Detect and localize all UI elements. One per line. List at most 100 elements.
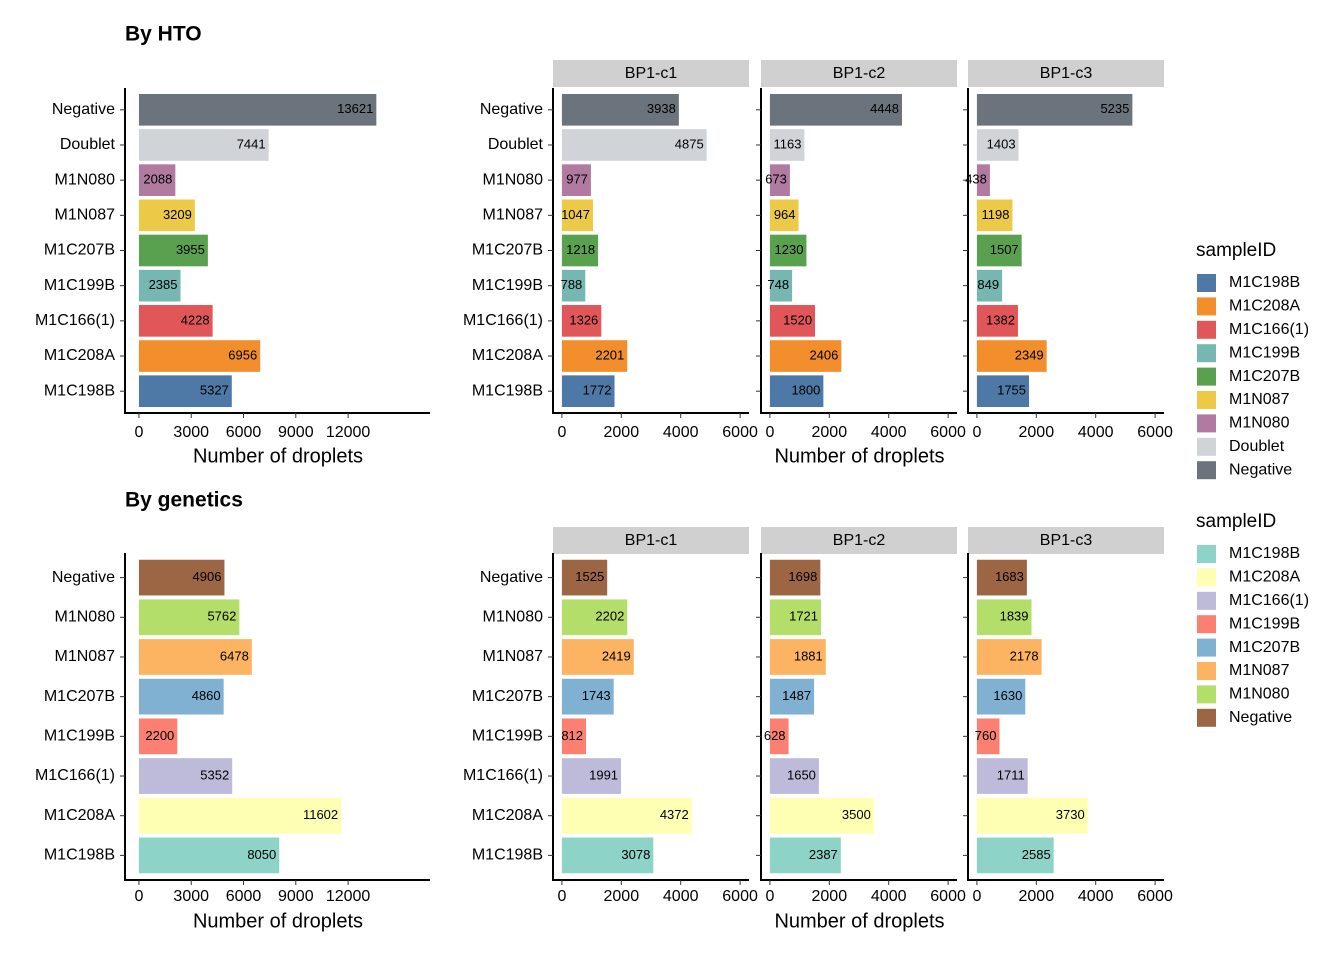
legend-key bbox=[1197, 297, 1216, 316]
value-label: 4448 bbox=[870, 101, 899, 116]
value-label: 1198 bbox=[982, 207, 1010, 222]
legend-label: M1C166(1) bbox=[1229, 592, 1309, 609]
legend-label: M1C207B bbox=[1229, 639, 1300, 656]
value-label: 2419 bbox=[602, 648, 631, 663]
legend-label: M1C199B bbox=[1229, 344, 1300, 361]
value-label: 5235 bbox=[1100, 101, 1129, 116]
bar bbox=[769, 234, 807, 267]
x-tick-label: 2000 bbox=[604, 424, 640, 441]
facet-strip bbox=[553, 60, 749, 87]
legend-label: Negative bbox=[1229, 461, 1292, 478]
y-tick-label: Negative bbox=[52, 101, 115, 118]
bar bbox=[138, 678, 224, 715]
facet-label: BP1-c2 bbox=[833, 532, 886, 549]
value-label: 2088 bbox=[143, 172, 172, 187]
value-label: 2349 bbox=[1015, 347, 1044, 362]
y-tick-label: Doublet bbox=[488, 136, 544, 153]
value-label: 1650 bbox=[787, 767, 816, 782]
facet-label: BP1-c3 bbox=[1040, 65, 1093, 82]
bar bbox=[976, 305, 1018, 337]
bar bbox=[561, 718, 587, 755]
bar bbox=[769, 639, 826, 675]
bar bbox=[561, 93, 679, 126]
bar bbox=[561, 164, 591, 196]
x-tick-label: 0 bbox=[557, 888, 566, 905]
value-label: 1711 bbox=[997, 767, 1025, 782]
y-tick-label: M1C166(1) bbox=[35, 767, 115, 784]
value-label: 760 bbox=[975, 728, 997, 743]
legend-key bbox=[1197, 344, 1216, 363]
legend-key bbox=[1197, 615, 1216, 634]
bar bbox=[769, 129, 805, 161]
value-label: 1772 bbox=[583, 383, 612, 398]
bar bbox=[769, 758, 819, 794]
value-label: 3730 bbox=[1056, 807, 1085, 822]
y-tick-label: Negative bbox=[480, 101, 543, 118]
value-label: 1507 bbox=[990, 242, 1019, 257]
facet-label: BP1-c3 bbox=[1040, 532, 1093, 549]
value-label: 7441 bbox=[237, 136, 266, 151]
value-label: 3938 bbox=[647, 101, 676, 116]
legend-title: sampleID bbox=[1196, 511, 1276, 532]
bar bbox=[769, 837, 841, 874]
y-tick-label: M1N080 bbox=[55, 609, 116, 626]
y-tick-label: Negative bbox=[480, 569, 543, 586]
value-label: 964 bbox=[774, 207, 796, 222]
legend-key bbox=[1197, 437, 1216, 456]
bar bbox=[769, 164, 790, 196]
facet-label: BP1-c1 bbox=[625, 532, 678, 549]
bar bbox=[138, 837, 280, 874]
bar bbox=[976, 93, 1133, 126]
legend-label: M1N087 bbox=[1229, 391, 1290, 408]
legend-label: M1N087 bbox=[1229, 662, 1290, 679]
value-label: 438 bbox=[965, 172, 987, 187]
value-label: 1525 bbox=[575, 569, 604, 584]
x-tick-label: 2000 bbox=[1019, 888, 1055, 905]
bar bbox=[976, 678, 1026, 715]
bar bbox=[976, 340, 1047, 372]
facet-strip bbox=[968, 527, 1164, 554]
legend-key bbox=[1197, 708, 1216, 727]
value-label: 8050 bbox=[247, 847, 276, 862]
x-tick-label: 0 bbox=[765, 888, 774, 905]
bar bbox=[561, 269, 586, 302]
y-tick-label: M1C199B bbox=[44, 728, 115, 745]
legend-label: M1C198B bbox=[1229, 274, 1300, 291]
y-tick-label: M1N080 bbox=[483, 609, 544, 626]
y-tick-label: M1C207B bbox=[44, 688, 115, 705]
value-label: 1800 bbox=[791, 383, 820, 398]
bar bbox=[976, 758, 1028, 794]
value-label: 1520 bbox=[783, 312, 812, 327]
bar bbox=[561, 305, 602, 337]
x-tick-label: 4000 bbox=[1078, 888, 1114, 905]
x-tick-label: 0 bbox=[765, 424, 774, 441]
legend-key bbox=[1197, 274, 1216, 292]
facet-label: BP1-c2 bbox=[833, 65, 886, 82]
bar bbox=[561, 375, 615, 408]
value-label: 3955 bbox=[176, 242, 205, 257]
value-label: 1881 bbox=[794, 648, 823, 663]
value-label: 1755 bbox=[997, 383, 1026, 398]
x-axis-title: Number of droplets bbox=[774, 910, 944, 932]
bar bbox=[976, 199, 1013, 232]
bar bbox=[138, 559, 225, 596]
bar bbox=[976, 639, 1042, 675]
value-label: 1743 bbox=[582, 688, 611, 703]
value-label: 1326 bbox=[569, 312, 598, 327]
x-tick-label: 2000 bbox=[1019, 424, 1055, 441]
value-label: 748 bbox=[767, 277, 789, 292]
value-label: 1218 bbox=[566, 242, 595, 257]
x-tick-label: 6000 bbox=[722, 424, 758, 441]
bar bbox=[561, 234, 599, 267]
legend-label: Doublet bbox=[1229, 438, 1285, 455]
x-tick-label: 6000 bbox=[226, 424, 262, 441]
bar bbox=[138, 375, 232, 408]
bar bbox=[138, 639, 252, 675]
bar bbox=[976, 375, 1030, 408]
x-tick-label: 2000 bbox=[812, 424, 848, 441]
bar bbox=[769, 340, 842, 372]
value-label: 2387 bbox=[809, 847, 838, 862]
value-label: 1698 bbox=[788, 569, 817, 584]
bar bbox=[138, 599, 240, 636]
